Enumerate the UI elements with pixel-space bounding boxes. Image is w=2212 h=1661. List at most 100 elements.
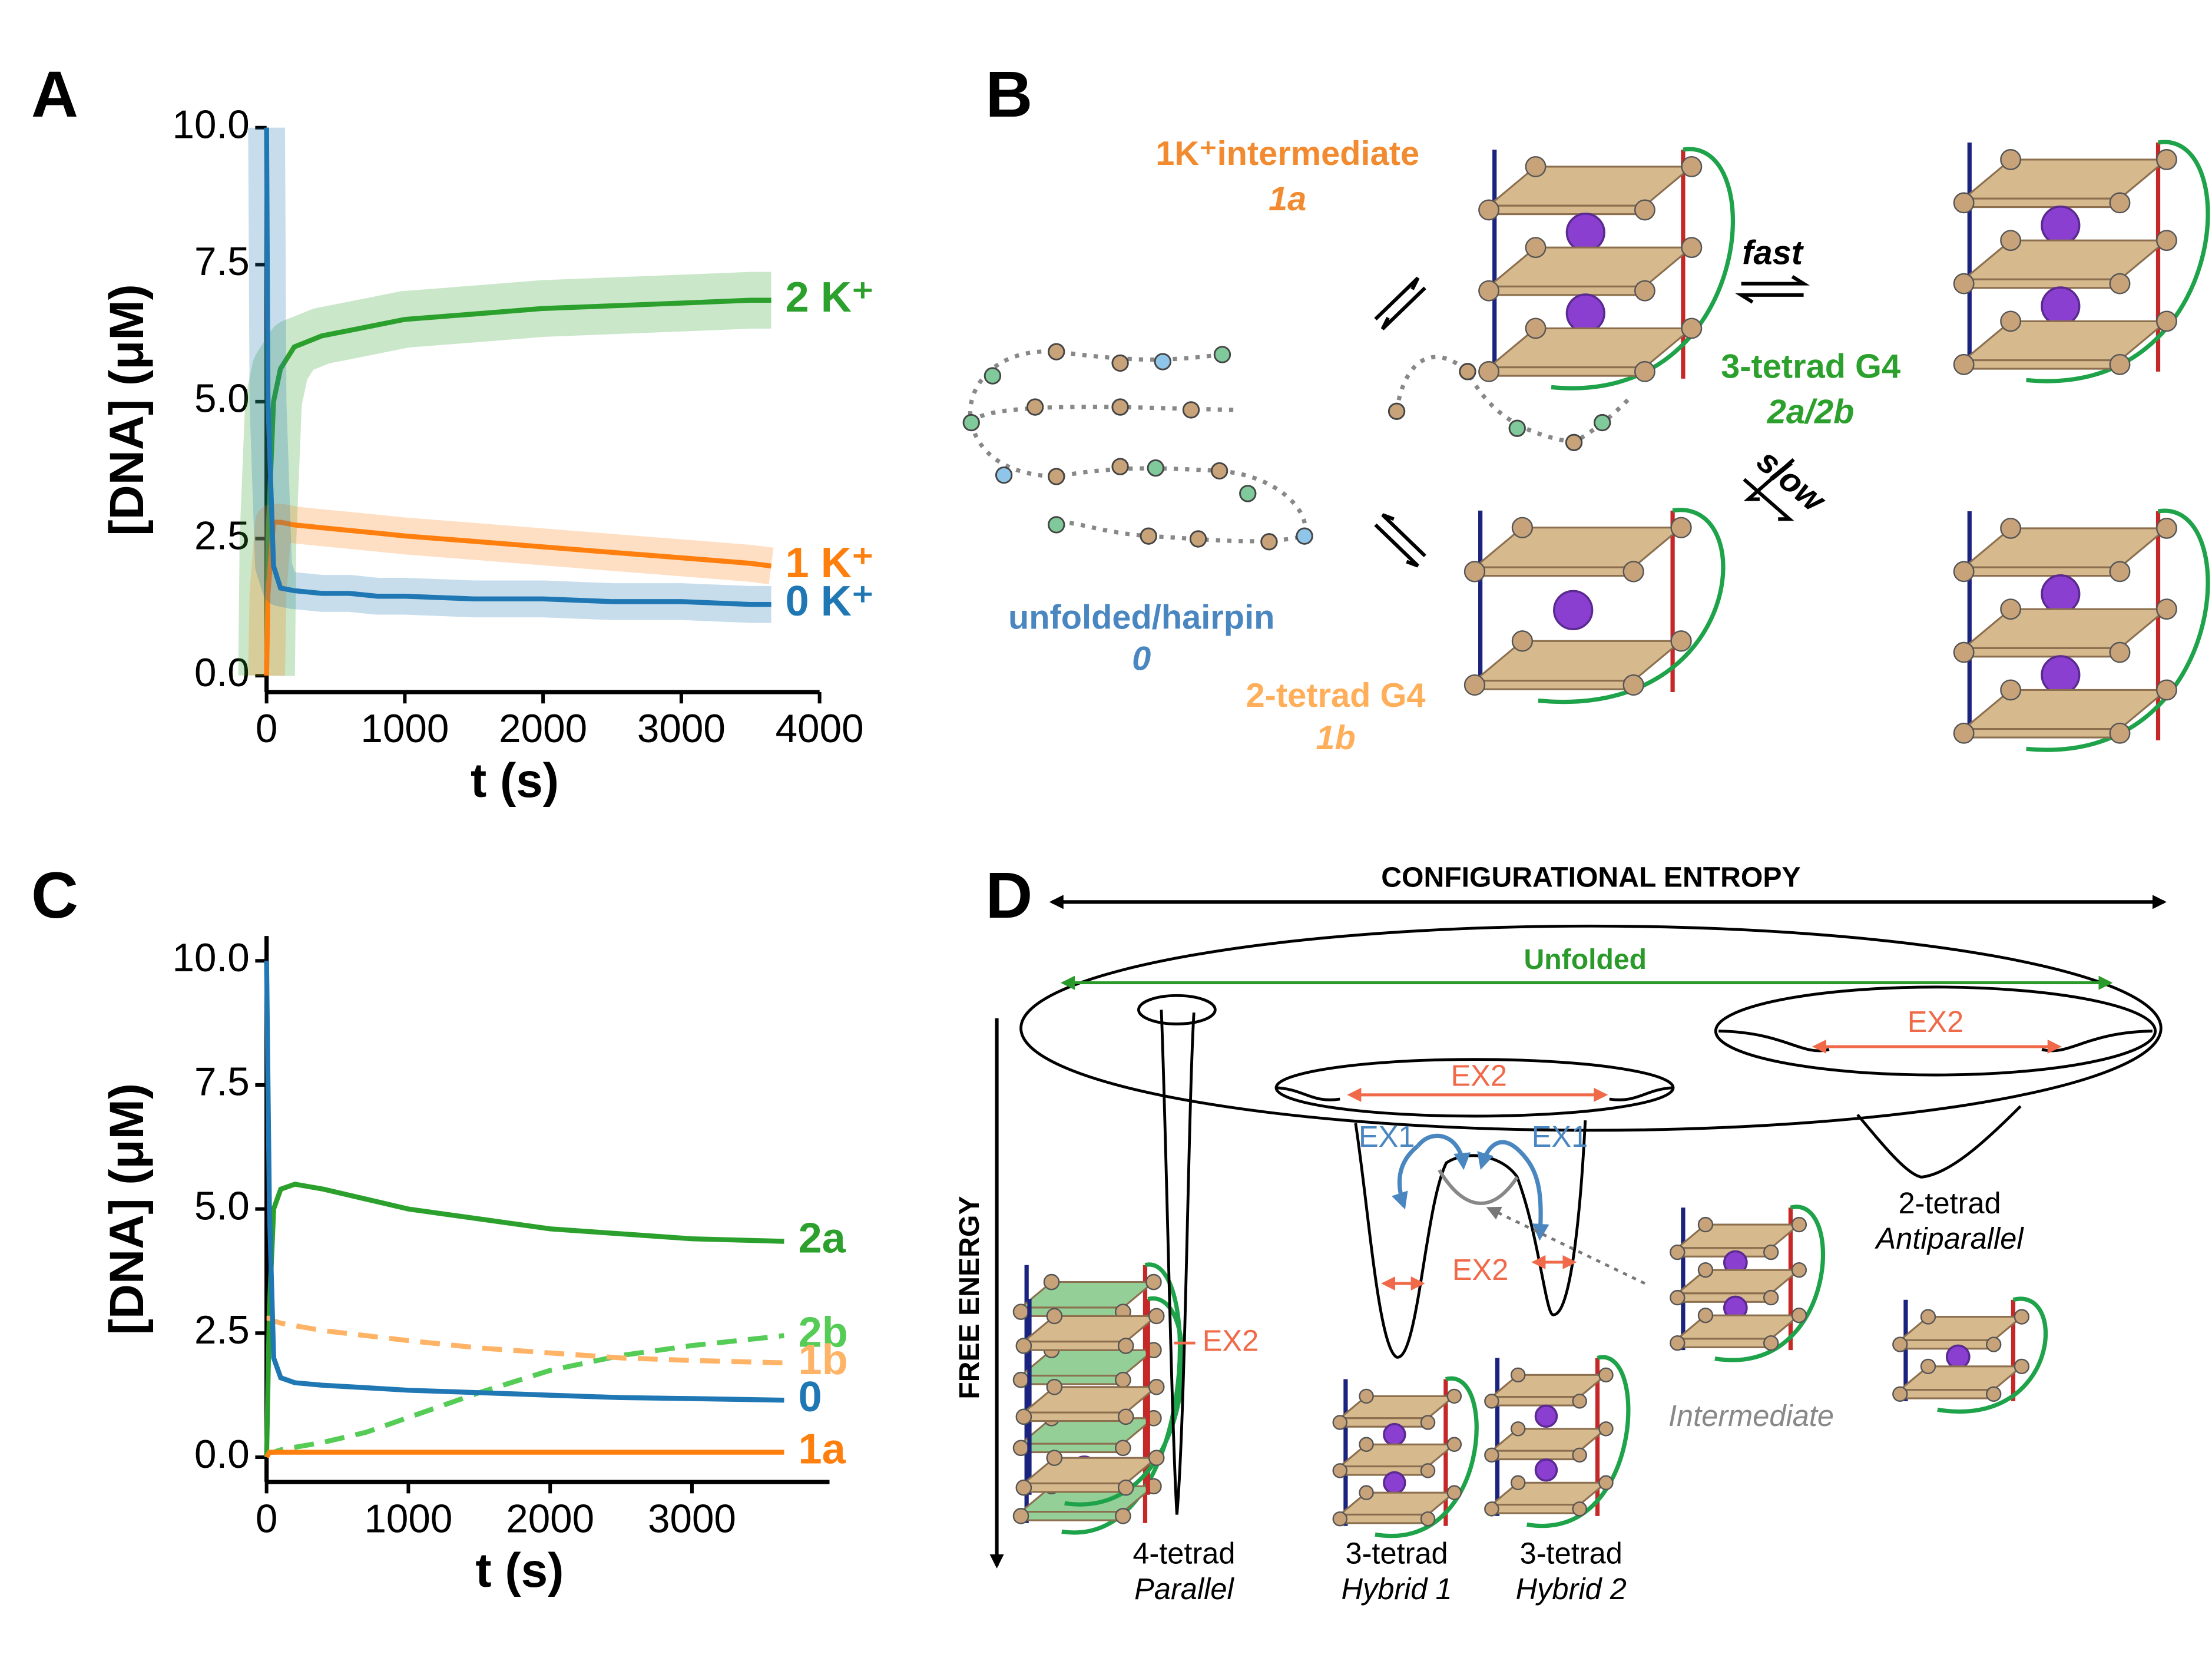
bead — [1012, 1508, 1029, 1524]
y-tick-label: 5.0 — [194, 377, 250, 421]
k-ion — [1553, 590, 1594, 631]
pointer — [1486, 1206, 1645, 1285]
tetrad-edge — [1339, 1513, 1429, 1524]
k-ion — [1383, 1422, 1406, 1447]
series-line — [264, 520, 772, 676]
ex2-label: EX2 — [1203, 1323, 1259, 1357]
bead — [995, 466, 1013, 484]
panel-d: CONFIGURATIONAL ENTROPY FREE ENERGY Unfo… — [953, 862, 2167, 1606]
tetrad-edge — [1676, 1247, 1772, 1258]
ex2-arrows — [1174, 1039, 2062, 1345]
tetrad-edge — [1491, 1396, 1581, 1407]
x-tick-label: 0 — [256, 707, 278, 751]
bead — [1598, 1475, 1614, 1491]
series-label: 1a — [799, 1426, 846, 1473]
y-tick-label: 7.5 — [194, 240, 250, 284]
bead — [1463, 674, 1486, 696]
bead — [2156, 517, 2177, 539]
bead — [1111, 398, 1129, 416]
strand — [968, 349, 1632, 544]
panel-label: B — [985, 58, 1032, 131]
k-ion — [1945, 1344, 1971, 1369]
bead — [1463, 561, 1486, 583]
bead — [1763, 1289, 1779, 1306]
bead — [1681, 317, 1703, 339]
bead — [1115, 1440, 1131, 1457]
k-ion — [2041, 574, 2081, 614]
bead — [1147, 459, 1164, 477]
loop — [1714, 1205, 1825, 1362]
x-tick-label: 2000 — [499, 707, 587, 751]
bead — [1484, 1394, 1499, 1409]
tetrad — [1021, 1386, 1160, 1414]
bead — [1420, 1463, 1436, 1478]
tetrad — [1897, 1316, 2025, 1341]
bead — [1598, 1421, 1614, 1437]
tetrad-edge — [1963, 359, 2121, 370]
bead — [2109, 353, 2131, 375]
bead — [1048, 343, 1065, 360]
tetrad — [1486, 166, 1694, 207]
bead — [1510, 1475, 1526, 1491]
state-topology: Antiparallel — [1875, 1222, 2025, 1255]
bead — [1332, 1511, 1348, 1527]
k-ion — [2041, 286, 2081, 326]
loop — [2026, 508, 2210, 752]
bead — [1791, 1262, 1807, 1278]
state-label: Intermediate — [1668, 1399, 1834, 1432]
bead — [1046, 1450, 1063, 1466]
state-id: 1b — [1316, 719, 1355, 757]
tetrad — [1674, 1269, 1802, 1295]
bead — [2014, 1358, 2030, 1375]
state-topology: Hybrid 2 — [1516, 1572, 1627, 1606]
x-tick-label: 3000 — [648, 1497, 736, 1541]
tetrad-edge — [1022, 1482, 1127, 1493]
loop — [1375, 1376, 1479, 1538]
bead — [1117, 1408, 1134, 1425]
bead — [1115, 1508, 1131, 1524]
bead — [1048, 468, 1065, 485]
bead — [1892, 1336, 1908, 1352]
bead — [1572, 1447, 1587, 1463]
bead — [1565, 434, 1583, 451]
bead — [1148, 1378, 1165, 1395]
bead — [1026, 398, 1044, 416]
ex1-arrows — [1392, 1133, 1549, 1241]
bead — [1763, 1335, 1779, 1351]
bead — [2000, 230, 2022, 252]
bead — [1046, 1378, 1063, 1395]
series-label: 1 K⁺ — [786, 540, 875, 587]
tetrad — [1018, 1281, 1157, 1309]
tetrad-edge — [1963, 728, 2121, 739]
bead — [1763, 1244, 1779, 1260]
bead — [1572, 1394, 1587, 1409]
tetrad-edge — [1963, 647, 2121, 658]
bead — [1953, 192, 1975, 214]
bead — [1508, 419, 1526, 437]
bead — [1420, 1415, 1436, 1430]
bead — [1296, 527, 1313, 545]
bead — [1670, 517, 1692, 538]
chart: 0.0 2.5 5.0 7.5 10.0 0 1000 2000 3000 4000 t (s) [D… — [100, 103, 874, 808]
g4-structures — [1012, 140, 2210, 1538]
bead — [1622, 561, 1644, 583]
bead — [1670, 1289, 1686, 1306]
bead — [1182, 401, 1200, 419]
x-axis-label: t (s) — [471, 754, 559, 808]
ex2-label: EX2 — [1452, 1253, 1509, 1286]
bead — [1478, 280, 1500, 302]
y-tick-label: 2.5 — [194, 514, 250, 558]
bead — [1484, 1447, 1499, 1463]
chart: 0.0 2.5 5.0 7.5 10.0 0 1000 2000 3000 t (s) [DNA] … — [100, 936, 848, 1597]
k-ion — [1383, 1471, 1406, 1495]
tetrad-edge — [1019, 1511, 1124, 1521]
tetrad-edge — [1019, 1442, 1124, 1454]
k-ion — [1534, 1404, 1558, 1428]
state-label: 4-tetrad — [1133, 1537, 1235, 1570]
bead — [1953, 353, 1975, 375]
bead — [1015, 1479, 1032, 1496]
tetrad-edge — [1022, 1411, 1127, 1422]
ex1-label: EX1 — [1359, 1120, 1415, 1153]
bead — [1511, 630, 1534, 652]
